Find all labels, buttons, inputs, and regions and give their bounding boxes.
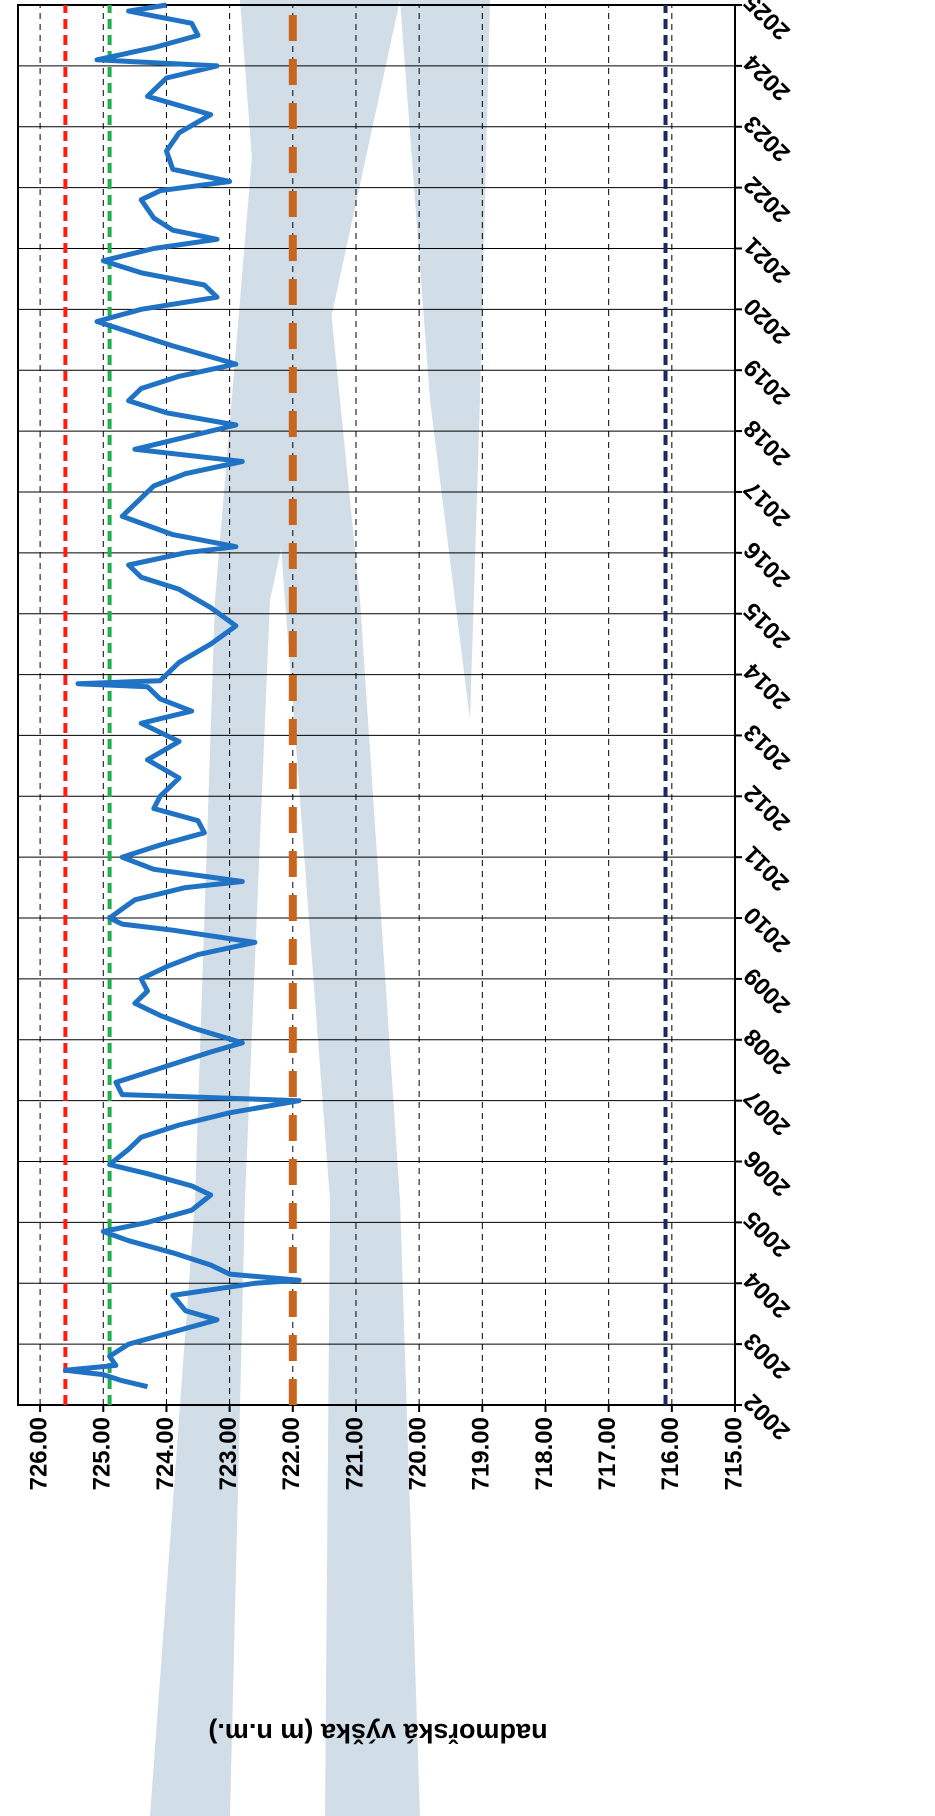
- x-tick-label: 2008: [739, 1023, 796, 1080]
- x-tick-label: 2013: [739, 719, 796, 776]
- x-tick-label: 2006: [739, 1145, 796, 1202]
- bg-shape: [240, 0, 420, 1816]
- y-tick-label: 723.00: [215, 1417, 242, 1490]
- y-tick-label: 726.00: [25, 1417, 52, 1490]
- x-tick-label: 2011: [739, 840, 795, 896]
- bg-shape: [400, 0, 490, 720]
- y-tick-label: 716.00: [657, 1417, 684, 1490]
- x-tick-label: 2009: [739, 962, 796, 1019]
- x-tick-label: 2004: [738, 1266, 795, 1323]
- bg-shape: [150, 0, 400, 1816]
- x-tick-label: 2019: [739, 353, 796, 410]
- x-tick-label: 2014: [738, 657, 795, 714]
- x-tick-label: 2025: [739, 0, 796, 45]
- x-tick-label: 2018: [739, 414, 796, 471]
- y-tick-label: 725.00: [89, 1417, 116, 1490]
- x-tick-label: 2024: [738, 49, 795, 106]
- x-tick-label: 2022: [739, 171, 796, 228]
- series-line: [62, 2, 302, 1390]
- x-tick-label: 2021: [739, 232, 796, 289]
- plot-frame: nadmořská výška (m n.m.) 715.00 716.00 717…: [17, 0, 796, 1748]
- x-tick-label: 2005: [739, 1206, 796, 1263]
- x-tick-label: 2015: [739, 597, 796, 654]
- background-shapes: [150, 0, 490, 1816]
- y-tick-label: 719.00: [468, 1417, 495, 1490]
- y-axis-title: nadmořská výška (m n.m.): [208, 1718, 547, 1748]
- x-tick-label: 2007: [739, 1084, 796, 1141]
- y-tick-label: 715.00: [720, 1417, 747, 1490]
- x-tick-label: 2023: [739, 110, 796, 167]
- y-tick-label: 721.00: [341, 1417, 368, 1490]
- plot-border: [17, 4, 736, 1406]
- y-tick-label: 718.00: [531, 1417, 558, 1490]
- y-tick-label: 717.00: [594, 1417, 621, 1490]
- y-tick-label: 722.00: [278, 1417, 305, 1490]
- x-tick-label: 2010: [739, 901, 796, 958]
- x-tick-label: 2017: [739, 475, 796, 532]
- x-tick-label: 2003: [739, 1327, 796, 1384]
- x-tick-label: 2020: [739, 293, 796, 350]
- y-tick-label: 724.00: [152, 1417, 179, 1490]
- x-tick-label: 2016: [739, 536, 796, 593]
- x-tick-label: 2012: [739, 780, 796, 837]
- y-tick-label: 720.00: [404, 1417, 431, 1490]
